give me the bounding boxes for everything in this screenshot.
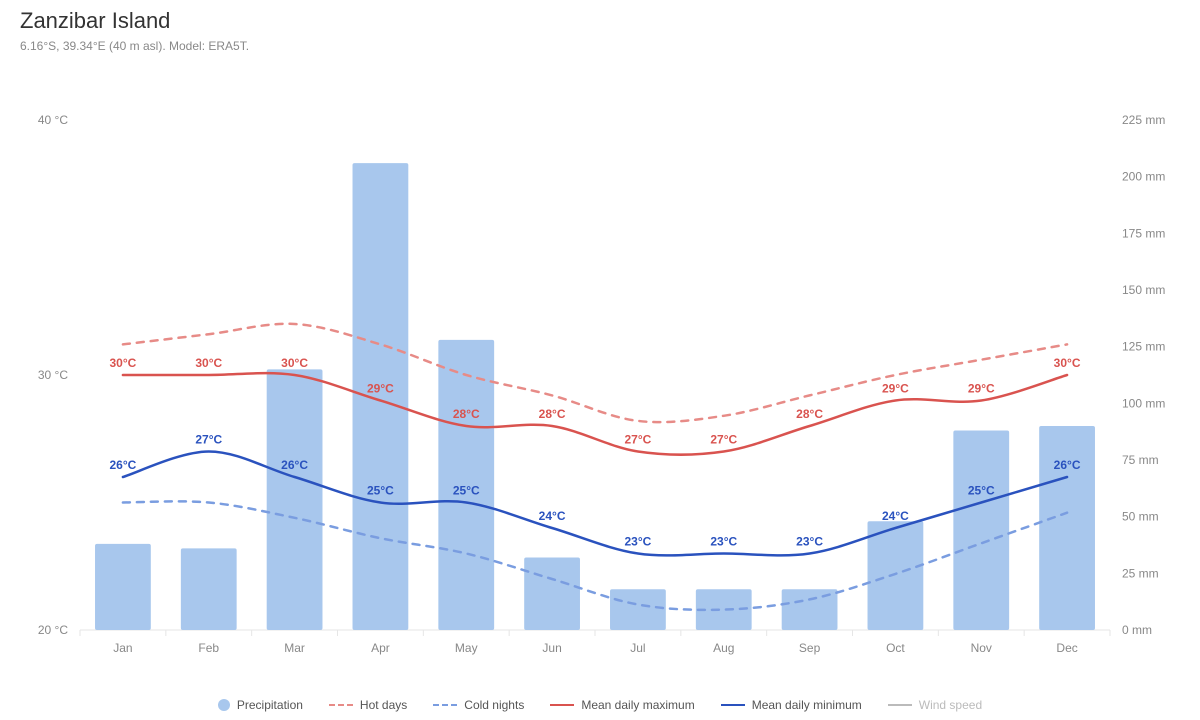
legend-item-mean_max[interactable]: Mean daily maximum	[550, 698, 694, 712]
cold-nights-line	[123, 501, 1067, 610]
mean-min-label: 23°C	[710, 535, 737, 549]
legend-item-cold_nights[interactable]: Cold nights	[433, 698, 524, 712]
mean-max-label: 29°C	[367, 382, 394, 396]
mean-max-label: 30°C	[110, 356, 137, 370]
mean-min-line	[123, 452, 1067, 556]
month-label: Jan	[113, 641, 132, 655]
month-label: Jun	[542, 641, 561, 655]
precip-axis-tick: 75 mm	[1122, 453, 1159, 467]
mean-min-label: 25°C	[968, 484, 995, 498]
mean-max-label: 29°C	[968, 382, 995, 396]
precipitation-bar	[868, 521, 924, 630]
legend-label: Mean daily maximum	[581, 698, 694, 712]
month-label: May	[455, 641, 478, 655]
precip-axis-tick: 125 mm	[1122, 340, 1165, 354]
mean-max-line	[123, 373, 1067, 455]
legend-swatch	[218, 699, 230, 711]
legend-swatch	[550, 704, 574, 706]
mean-min-label: 26°C	[1054, 458, 1081, 472]
temp-axis-tick: 20 °C	[38, 623, 68, 637]
mean-min-label: 25°C	[453, 484, 480, 498]
precipitation-bar	[353, 163, 409, 630]
precipitation-bar	[267, 369, 323, 630]
legend-swatch	[433, 704, 457, 706]
page-title: Zanzibar Island	[20, 8, 249, 34]
precip-axis-tick: 150 mm	[1122, 283, 1165, 297]
legend-label: Hot days	[360, 698, 407, 712]
legend-item-precipitation[interactable]: Precipitation	[218, 698, 303, 712]
mean-min-label: 23°C	[796, 535, 823, 549]
mean-max-label: 28°C	[539, 407, 566, 421]
month-label: Dec	[1056, 641, 1077, 655]
climate-chart: 20 °C 30 °C 40 °C 0 mm 25 mm 50 mm 75 mm 100 mm…	[20, 110, 1180, 670]
precipitation-bar	[181, 548, 237, 630]
mean-max-label: 28°C	[796, 407, 823, 421]
chart-header: Zanzibar Island 6.16°S, 39.34°E (40 m as…	[20, 8, 249, 55]
mean-min-label: 26°C	[281, 458, 308, 472]
legend-label: Precipitation	[237, 698, 303, 712]
legend-swatch	[721, 704, 745, 706]
month-label: Feb	[198, 641, 219, 655]
month-label: Sep	[799, 641, 821, 655]
mean-max-label: 28°C	[453, 407, 480, 421]
month-label: Aug	[713, 641, 734, 655]
precipitation-bar	[524, 557, 580, 630]
mean-max-label: 30°C	[281, 356, 308, 370]
mean-max-label: 30°C	[195, 356, 222, 370]
month-label: Apr	[371, 641, 390, 655]
mean-min-label: 25°C	[367, 484, 394, 498]
month-label: Jul	[630, 641, 645, 655]
mean-min-label: 24°C	[539, 509, 566, 523]
legend-label: Cold nights	[464, 698, 524, 712]
legend-label: Wind speed	[919, 698, 982, 712]
precipitation-bar	[610, 589, 666, 630]
mean-min-label: 23°C	[625, 535, 652, 549]
temp-axis-tick: 40 °C	[38, 113, 68, 127]
precip-axis-tick: 175 mm	[1122, 226, 1165, 240]
mean-min-label: 26°C	[110, 458, 137, 472]
precip-axis-tick: 25 mm	[1122, 566, 1159, 580]
temp-axis-tick: 30 °C	[38, 368, 68, 382]
precip-axis-tick: 100 mm	[1122, 396, 1165, 410]
month-label: Oct	[886, 641, 905, 655]
precip-axis-tick: 200 mm	[1122, 170, 1165, 184]
page-subtitle: 6.16°S, 39.34°E (40 m asl). Model: ERA5T…	[20, 38, 249, 55]
precip-axis-tick: 50 mm	[1122, 510, 1159, 524]
month-label: Mar	[284, 641, 305, 655]
mean-max-label: 27°C	[710, 433, 737, 447]
legend-swatch	[888, 704, 912, 706]
chart-legend: Precipitation Hot days Cold nights Mean dai…	[0, 698, 1200, 712]
legend-item-wind[interactable]: Wind speed	[888, 698, 982, 712]
mean-max-label: 29°C	[882, 382, 909, 396]
mean-min-label: 24°C	[882, 509, 909, 523]
precipitation-bar	[953, 431, 1009, 630]
precip-axis-tick: 0 mm	[1122, 623, 1152, 637]
legend-item-hot_days[interactable]: Hot days	[329, 698, 407, 712]
legend-item-mean_min[interactable]: Mean daily minimum	[721, 698, 862, 712]
mean-max-label: 30°C	[1054, 356, 1081, 370]
mean-min-label: 27°C	[195, 433, 222, 447]
precipitation-bar	[95, 544, 151, 630]
legend-swatch	[329, 704, 353, 706]
month-label: Nov	[971, 641, 992, 655]
precipitation-bar	[1039, 426, 1095, 630]
precip-axis-tick: 225 mm	[1122, 113, 1165, 127]
mean-max-label: 27°C	[625, 433, 652, 447]
legend-label: Mean daily minimum	[752, 698, 862, 712]
